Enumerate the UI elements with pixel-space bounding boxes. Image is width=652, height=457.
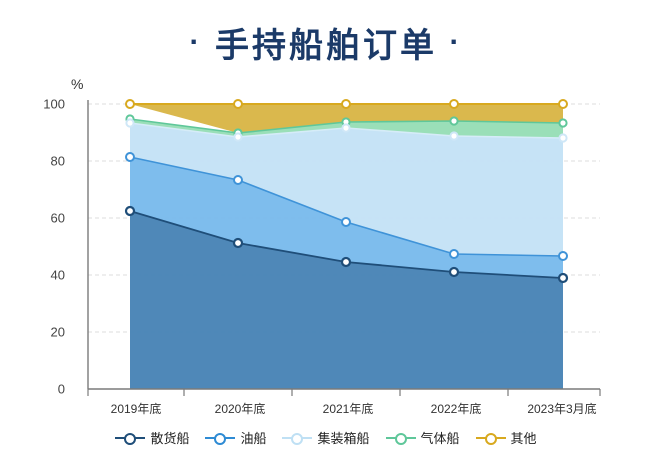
- y-tick-60: 60: [50, 210, 65, 226]
- x-axis-tick-labels: 2019年底 2020年底 2021年底 2022年底 2023年3月底: [0, 396, 652, 418]
- legend-item-other[interactable]: 其他: [475, 428, 537, 447]
- point-container-2019: [125, 118, 135, 128]
- y-tick-80: 80: [50, 153, 65, 169]
- x-tick-2023: 2023年3月底: [527, 402, 597, 416]
- y-axis-unit-label: %: [71, 76, 84, 92]
- point-other-2022: [449, 99, 459, 109]
- page-title: · 手持船舶订单 ·: [0, 18, 652, 67]
- legend-label-gas: 气体船: [420, 431, 460, 446]
- point-container-2023: [558, 133, 568, 143]
- markers-container: [125, 118, 568, 143]
- legend-marker-icon-bulk: [115, 431, 146, 445]
- markers-bulk: [124, 205, 569, 284]
- point-tanker-2019: [125, 152, 135, 162]
- x-axis-ticks: [87, 389, 601, 396]
- legend-item-bulk-carrier[interactable]: 散货船: [115, 428, 189, 447]
- point-other-2020: [233, 99, 243, 109]
- y-tick-40: 40: [50, 267, 65, 283]
- legend-marker-icon-container: [282, 431, 313, 445]
- legend-label-container: 集装箱船: [317, 431, 370, 446]
- point-tanker-2023: [558, 251, 568, 261]
- point-tanker-2022: [449, 249, 459, 259]
- point-tanker-2021: [341, 217, 351, 227]
- y-tick-0: 0: [57, 381, 65, 397]
- point-container-2022: [449, 131, 459, 141]
- title-text: 手持船舶订单: [215, 27, 437, 65]
- legend-label-other: 其他: [510, 431, 537, 446]
- point-other-2019: [125, 99, 135, 109]
- point-bulk-2019: [124, 205, 136, 217]
- area-tanker: [130, 157, 563, 278]
- point-bulk-2023: [557, 272, 569, 284]
- point-bulk-2020: [232, 237, 244, 249]
- legend-marker-icon-tanker: [205, 431, 236, 445]
- x-tick-2021: 2021年底: [322, 402, 374, 416]
- point-bulk-2022: [448, 266, 460, 278]
- legend-marker-icon-gas: [385, 431, 416, 445]
- x-tick-2019: 2019年底: [110, 402, 162, 416]
- markers-other: [125, 99, 568, 109]
- y-axis-tick-labels: 0 20 40 60 80 100: [20, 0, 65, 457]
- title-right-dot: ·: [449, 25, 463, 59]
- y-tick-20: 20: [50, 324, 65, 340]
- legend-label-tanker: 油船: [240, 431, 267, 446]
- point-tanker-2020: [233, 175, 243, 185]
- legend-label-bulk: 散货船: [150, 431, 190, 446]
- legend-item-tanker[interactable]: 油船: [205, 428, 266, 447]
- point-gas-2022: [449, 116, 459, 126]
- title-left-dot: ·: [189, 25, 203, 59]
- y-tick-100: 100: [43, 96, 65, 112]
- area-bulk: [130, 211, 563, 389]
- area-container: [130, 123, 563, 256]
- markers-tanker: [125, 152, 568, 261]
- point-other-2023: [558, 99, 568, 109]
- point-other-2021: [341, 99, 351, 109]
- legend-marker-icon-other: [475, 431, 506, 445]
- point-bulk-2021: [340, 256, 352, 268]
- legend-item-gas-carrier[interactable]: 气体船: [385, 428, 460, 447]
- x-tick-2020: 2020年底: [214, 402, 266, 416]
- chart-legend: 散货船 油船 集装箱船 气体船: [0, 428, 652, 447]
- point-container-2020: [233, 132, 243, 142]
- point-container-2021: [341, 123, 351, 133]
- x-tick-2022: 2022年底: [430, 402, 482, 416]
- legend-item-container-ship[interactable]: 集装箱船: [282, 428, 370, 447]
- point-gas-2023: [558, 118, 568, 128]
